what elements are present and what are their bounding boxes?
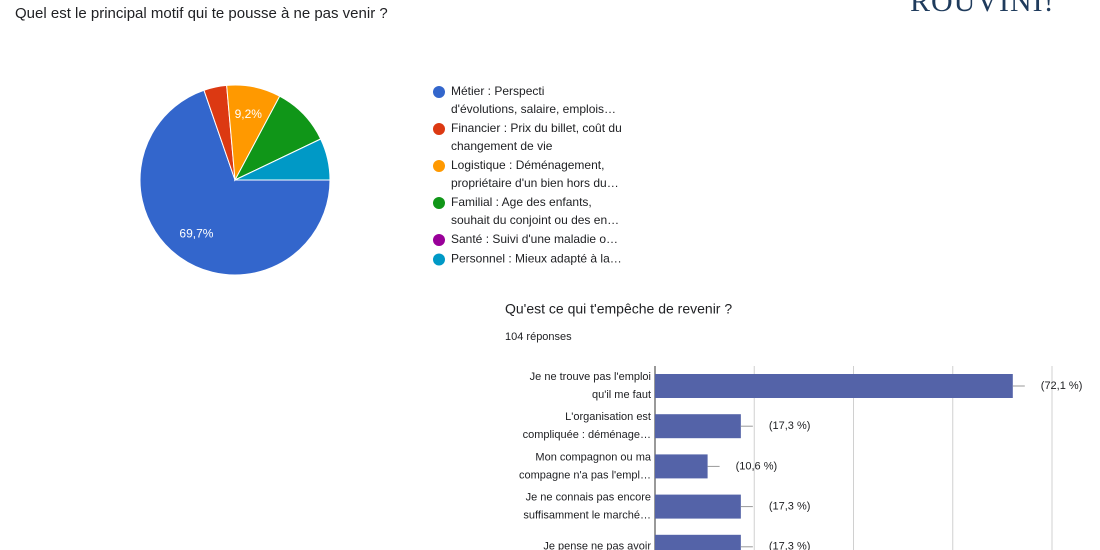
y-tick-label: Mon compagnon ou ma compagne n'a pas l'em…	[519, 451, 652, 481]
chart-title: Qu'est ce qui t'empêche de revenir ?	[505, 301, 732, 317]
legend-marker	[433, 234, 445, 246]
logo: ROUVINI!	[910, 0, 1055, 18]
legend-label: Familial : Age des enfants, souhait du co…	[451, 195, 619, 227]
value-label: (17,3 %)	[769, 420, 811, 432]
chart-subtitle: 104 réponses	[505, 331, 572, 343]
bar	[655, 494, 741, 519]
legend-marker	[433, 86, 445, 98]
slice-label: 69,7%	[179, 226, 213, 240]
bar	[655, 534, 741, 550]
legend-label: Logistique : Déménagement, propriétaire d…	[451, 158, 619, 190]
y-tick-label: Je ne trouve pas l'emploi qu'il me faut	[530, 371, 651, 401]
y-tick-label: L'organisation est compliquée : déménage…	[523, 411, 651, 441]
value-label: (17,3 %)	[769, 541, 811, 550]
y-tick-label: Je pense ne pas avoir	[543, 541, 651, 550]
bar	[655, 374, 1013, 398]
legend-label: Métier : Perspecti d'évolutions, salaire,…	[451, 84, 616, 116]
value-label: (10,6 %)	[736, 460, 778, 472]
value-label: (72,1 %)	[1041, 380, 1083, 392]
bar	[655, 414, 741, 439]
legend-label: Financier : Prix du billet, coût du chang…	[451, 121, 622, 153]
legend-label: Personnel : Mieux adapté à la…	[451, 252, 622, 266]
legend-marker	[433, 123, 445, 135]
legend-marker	[433, 197, 445, 209]
legend-marker	[433, 253, 445, 266]
legend-marker	[433, 160, 445, 172]
legend-label: Santé : Suivi d'une maladie o…	[451, 232, 618, 246]
pie-slice	[139, 89, 331, 276]
chart-title: Quel est le principal motif qui te pouss…	[15, 5, 388, 22]
y-tick-label: Je ne connais pas encore suffisamment le …	[523, 492, 651, 522]
value-label: (17,3 %)	[769, 501, 811, 513]
slice-label: 9,2%	[235, 107, 263, 121]
bar	[655, 454, 708, 479]
pie-slice	[234, 138, 331, 181]
